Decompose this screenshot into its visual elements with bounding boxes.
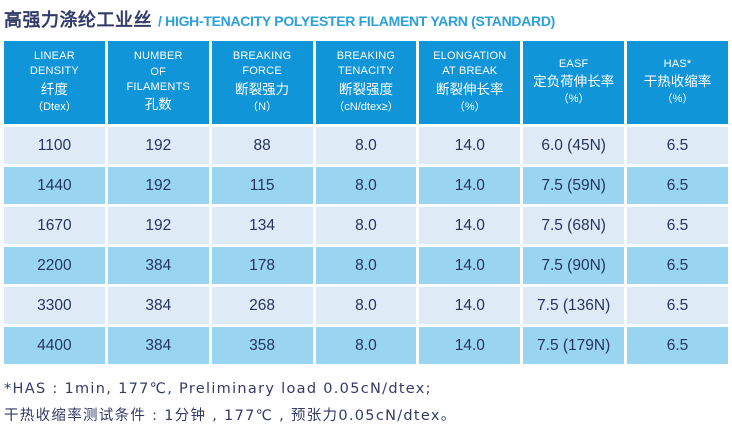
header-line: LINEAR <box>33 50 75 63</box>
header-line: DENSITY <box>29 65 79 78</box>
table-cell: 8.0 <box>315 167 417 204</box>
header-line: EASF <box>558 57 589 70</box>
table-cell: 88 <box>211 127 313 164</box>
table-row: 1100 192 88 8.0 14.0 6.0 (45N) 6.5 <box>4 127 728 164</box>
footnote-has-chinese: 干热收缩率测试条件 : 1分钟 , 177℃ , 预张力0.05cN/dtex。 <box>4 408 457 424</box>
table-cell: 115 <box>211 167 313 204</box>
table-cell: 7.5 (179N) <box>523 327 625 364</box>
header-line: （%） <box>661 93 694 106</box>
table-cell: 6.5 <box>627 327 728 364</box>
yarn-spec-table: LINEAR DENSITY 纤度 （Dtex） NUMBER OF FILAMENTS 孔数… <box>1 38 731 367</box>
table-cell: 1100 <box>4 127 105 164</box>
header-line: NUMBER <box>133 50 183 63</box>
header-line: 断裂伸长率 <box>436 81 504 97</box>
table-cell: 6.0 (45N) <box>523 127 625 164</box>
col-header-easf: EASF 定负荷伸长率 （%） <box>523 41 625 124</box>
table-row: 1440 192 115 8.0 14.0 7.5 (59N) 6.5 <box>4 167 728 204</box>
header-line: 干热收缩率 <box>643 74 712 90</box>
spec-table-body: 1100 192 88 8.0 14.0 6.0 (45N) 6.5 1440 192 115 8.… <box>4 127 728 364</box>
table-cell: 6.5 <box>627 247 728 284</box>
table-cell: 7.5 (90N) <box>523 247 625 284</box>
table-cell: 6.5 <box>627 167 728 204</box>
col-header-has: HAS* 干热收缩率 （%） <box>627 41 728 124</box>
table-cell: 8.0 <box>315 127 417 164</box>
header-line: ELONGATION <box>433 50 507 63</box>
footnote-has-english: *HAS : 1min, 177℃, Preliminary load 0.05… <box>4 381 432 397</box>
col-header-breaking-tenacity: BREAKING TENACITY 断裂强度 （cN/dtex≥） <box>315 41 417 124</box>
header-line: HAS* <box>663 57 692 70</box>
table-cell: 268 <box>211 287 313 324</box>
header-line: （Dtex） <box>32 101 77 114</box>
table-row: 4400 384 358 8.0 14.0 7.5 (179N) 6.5 <box>4 327 728 364</box>
table-row: 1670 192 134 8.0 14.0 7.5 (68N) 6.5 <box>4 207 728 244</box>
header-line: 定负荷伸长率 <box>533 74 615 90</box>
table-cell: 384 <box>107 327 209 364</box>
header-line: FORCE <box>242 65 282 78</box>
table-cell: 14.0 <box>419 167 521 204</box>
header-line: 纤度 <box>40 81 68 97</box>
table-cell: 4400 <box>4 327 105 364</box>
table-cell: 7.5 (136N) <box>523 287 625 324</box>
header-line: 断裂强力 <box>235 81 290 97</box>
header-line: 孔数 <box>144 97 172 113</box>
table-cell: 7.5 (59N) <box>523 167 625 204</box>
table-cell: 14.0 <box>419 327 521 364</box>
table-cell: 6.5 <box>627 127 728 164</box>
table-cell: 6.5 <box>627 287 728 324</box>
table-cell: 14.0 <box>419 247 521 284</box>
table-cell: 7.5 (68N) <box>523 207 625 244</box>
header-line: BREAKING <box>232 50 292 63</box>
table-cell: 8.0 <box>315 247 417 284</box>
table-row: 3300 384 268 8.0 14.0 7.5 (136N) 6.5 <box>4 287 728 324</box>
table-cell: 2200 <box>4 247 105 284</box>
table-cell: 8.0 <box>315 207 417 244</box>
table-cell: 14.0 <box>419 287 521 324</box>
table-cell: 134 <box>211 207 313 244</box>
col-header-number-of-filaments: NUMBER OF FILAMENTS 孔数 <box>107 41 209 124</box>
table-cell: 384 <box>107 247 209 284</box>
table-cell: 178 <box>211 247 313 284</box>
footnotes: *HAS : 1min, 177℃, Preliminary load 0.05… <box>1 367 731 430</box>
table-cell: 6.5 <box>627 207 728 244</box>
table-cell: 192 <box>107 207 209 244</box>
header-line: （N） <box>247 101 278 114</box>
header-row: LINEAR DENSITY 纤度 （Dtex） NUMBER OF FILAMENTS 孔数… <box>4 41 728 124</box>
table-cell: 3300 <box>4 287 105 324</box>
table-cell: 358 <box>211 327 313 364</box>
table-cell: 8.0 <box>315 327 417 364</box>
page-title-chinese: 高强力涤纶工业丝 <box>4 10 152 30</box>
header-line: （cN/dtex≥） <box>333 101 399 114</box>
page-title: 高强力涤纶工业丝 / HIGH-TENACITY POLYESTER FILAME… <box>1 3 731 38</box>
table-row: 2200 384 178 8.0 14.0 7.5 (90N) 6.5 <box>4 247 728 284</box>
table-cell: 192 <box>107 127 209 164</box>
header-line: FILAMENTS <box>126 81 191 94</box>
header-line: 断裂强度 <box>338 81 393 97</box>
table-cell: 192 <box>107 167 209 204</box>
table-cell: 8.0 <box>315 287 417 324</box>
page-title-english: / HIGH-TENACITY POLYESTER FILAMENT YARN … <box>158 13 555 29</box>
col-header-linear-density: LINEAR DENSITY 纤度 （Dtex） <box>4 41 105 124</box>
col-header-elongation-at-break: ELONGATION AT BREAK 断裂伸长率 （%） <box>419 41 521 124</box>
header-line: AT BREAK <box>442 65 498 78</box>
header-line: BREAKING <box>336 50 396 63</box>
header-line: （%） <box>557 93 590 106</box>
header-line: （%） <box>453 101 486 114</box>
table-cell: 1670 <box>4 207 105 244</box>
col-header-breaking-force: BREAKING FORCE 断裂强力 （N） <box>211 41 313 124</box>
table-cell: 14.0 <box>419 127 521 164</box>
header-line: OF <box>150 65 167 78</box>
spec-table-header: LINEAR DENSITY 纤度 （Dtex） NUMBER OF FILAMENTS 孔数… <box>4 41 728 124</box>
table-cell: 1440 <box>4 167 105 204</box>
table-cell: 14.0 <box>419 207 521 244</box>
table-cell: 384 <box>107 287 209 324</box>
header-line: TENACITY <box>337 65 394 78</box>
